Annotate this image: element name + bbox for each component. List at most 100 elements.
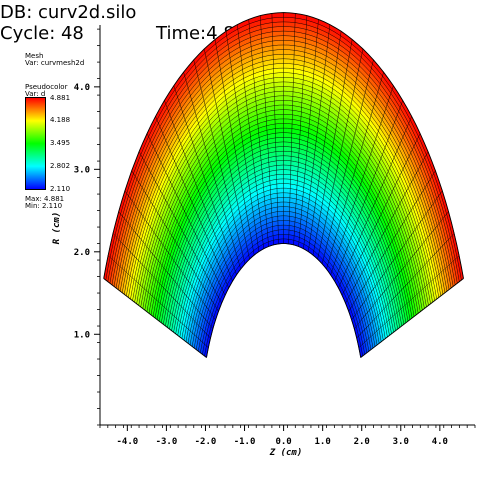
x-tick-label: 0.0 [275,437,291,447]
mesh-cell [277,210,284,217]
mesh-legend-var: Var: curvmesh2d [25,59,85,67]
y-tick-label: 3.0 [74,165,90,175]
mesh-radial-line [351,190,443,321]
mesh-radial-line [334,100,403,282]
mesh-radial-line [330,85,394,275]
mesh-cell [276,192,284,199]
mesh-cell [283,160,292,166]
mesh-radial-line [237,24,264,249]
colorbar-tick-label: 4.881 [50,94,71,102]
mesh-cell [283,224,290,231]
mesh-cell [283,233,290,240]
x-tick-label: 3.0 [393,437,409,447]
x-tick-label: 2.0 [354,437,370,447]
mesh-radial-line [303,24,331,249]
mesh-radial-line [293,15,308,245]
mesh-cell [275,146,284,153]
mesh-legend-title: Mesh [25,52,44,60]
mesh-cell [275,150,284,157]
mesh-cell [283,229,290,235]
mesh-cell [277,206,284,212]
mesh-radial-line [248,19,269,247]
mesh-cell [283,173,291,180]
pseudocolor-legend-var: Var: d [25,90,46,98]
mesh-arc-line [206,243,362,358]
y-tick-label: 2.0 [74,248,90,258]
x-tick-label: 1.0 [315,437,331,447]
mesh-cell [283,192,291,199]
mesh-cell [283,183,291,189]
mesh-cell [277,215,284,222]
mesh-cell [283,178,291,185]
mesh-radial-line [138,151,222,304]
mesh-radial-line [203,48,250,260]
mesh-radial-line [214,39,255,256]
mesh-radial-line [155,116,229,289]
mesh-cell [283,210,290,217]
mesh-radial-line [271,13,279,244]
mesh-cell [276,183,284,189]
colorbar-tick-label: 2.802 [50,162,71,170]
mesh-radial-line [298,19,319,247]
mesh-radial-line [260,15,274,245]
mesh-radial-line [146,133,226,296]
mesh-cell [276,178,284,185]
mesh-radial-line [317,48,364,260]
mesh-cell [283,169,292,176]
mesh-cell [278,233,284,240]
mesh-radial-line [341,133,421,296]
mesh-cell [283,197,291,203]
mesh-radial-line [356,233,455,339]
x-tick-label: -3.0 [156,437,178,447]
mesh-cell [276,197,284,203]
mesh-cell [283,123,293,129]
x-axis-title: Z (cm) [269,448,303,458]
cycle-label: Cycle: 48 [0,23,84,44]
mesh-radial-line [164,100,233,282]
y-tick-label: 1.0 [74,330,90,340]
mesh-cell [283,141,292,148]
x-tick-label: 4.0 [432,437,448,447]
time-label: Time:4.8 [156,23,235,44]
mesh-radial-line [308,31,342,252]
colorbar-tick-label: 2.110 [50,185,71,193]
y-tick-label: 4.0 [74,83,90,93]
mesh-radial-line [225,31,260,252]
x-tick-label: -1.0 [234,437,256,447]
mesh-cell [275,155,284,162]
colorbar-tick-label: 4.188 [50,116,71,124]
legend-min: Min: 2.110 [25,202,63,210]
mesh-radial-line [326,72,384,270]
y-axis-title: R (cm) [52,212,62,245]
mesh-arc-line [103,12,464,279]
mesh-cell [283,238,290,245]
mesh-cell [275,141,284,148]
mesh-cell [276,169,284,176]
mesh-radial-line [338,116,412,289]
mesh-cell [276,164,284,171]
mesh-cell [283,155,292,162]
mesh-radial-line [107,255,209,348]
mesh-radial-line [358,255,460,348]
mesh-radial-line [288,13,296,244]
mesh-cell [283,132,293,139]
mesh-radial-line [112,233,211,339]
mesh-radial-line [118,211,214,329]
mesh-radial-line [321,59,374,264]
mesh-cell [277,201,284,208]
mesh-radial-line [193,59,246,264]
mesh-radial-line [312,39,353,256]
mesh-radial-line [345,151,429,304]
mesh-cell [283,164,292,171]
mesh-cell [283,215,290,222]
mesh-radial-line [183,72,241,270]
mesh-cell [283,187,291,194]
mesh-cell [276,173,284,180]
mesh-radial-line [354,211,449,329]
mesh-cell [274,127,284,134]
mesh-cell [277,220,284,226]
mesh-cell [278,238,284,245]
colorbar-tick-label: 3.495 [50,139,71,147]
mesh-radial-line [348,170,436,312]
